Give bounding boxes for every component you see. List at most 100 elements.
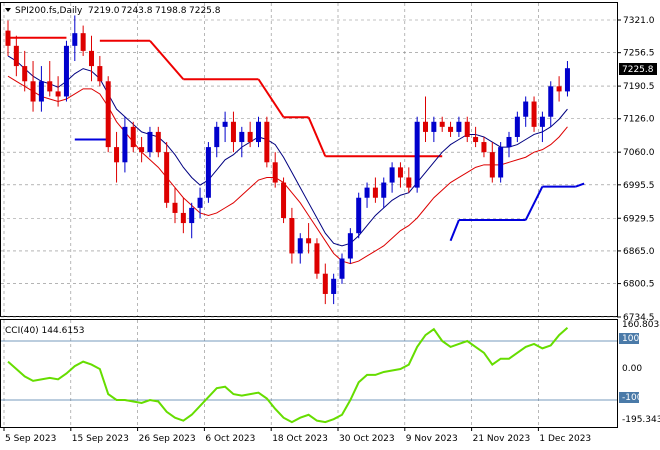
- candle-body: [531, 101, 537, 127]
- candle: [364, 182, 370, 208]
- candle: [72, 15, 78, 62]
- ma-slow-line: [7, 75, 568, 265]
- candle: [448, 121, 454, 137]
- date-label: 21 Nov 2023: [473, 434, 531, 444]
- candle: [55, 76, 61, 107]
- candle-body: [306, 238, 312, 244]
- cci-pane[interactable]: [0, 319, 618, 428]
- candle-body: [5, 30, 11, 46]
- candle: [197, 187, 203, 218]
- candle-body: [514, 116, 520, 137]
- candle-body: [464, 121, 470, 137]
- candle-body: [264, 121, 270, 163]
- price-label: 6734.5: [623, 313, 655, 323]
- candle-body: [414, 121, 420, 188]
- candle-body: [222, 121, 228, 127]
- price-label: 7060.0: [623, 148, 655, 158]
- candle-body: [130, 126, 136, 148]
- price-label: 6929.5: [623, 214, 655, 224]
- candle: [256, 116, 261, 148]
- candle: [189, 202, 195, 239]
- candle-body: [147, 131, 153, 153]
- date-label: 6 Oct 2023: [205, 434, 255, 444]
- candle: [564, 61, 570, 97]
- cci-level-tag: [619, 333, 639, 344]
- candle-body: [347, 233, 353, 259]
- candle: [205, 142, 211, 203]
- support-segment: [524, 186, 544, 221]
- candle-body: [155, 131, 161, 153]
- candle: [180, 197, 186, 234]
- candle: [347, 228, 353, 264]
- candle-body: [397, 167, 403, 178]
- date-label: 18 Oct 2023: [272, 434, 328, 444]
- date-label: 5 Sep 2023: [5, 434, 56, 444]
- candle: [214, 121, 220, 158]
- candle: [264, 116, 270, 168]
- price-label: 6800.5: [623, 280, 655, 290]
- date-axis: 5 Sep 2023 15 Sep 2023 26 Sep 2023 6 Oct 20…: [3, 427, 591, 444]
- candle-body: [114, 147, 120, 163]
- candle-body: [205, 147, 211, 198]
- candle-body: [389, 167, 395, 183]
- candle: [464, 116, 470, 143]
- candle: [30, 61, 36, 112]
- candle: [414, 116, 420, 193]
- candle-body: [172, 202, 178, 213]
- candle: [473, 126, 479, 148]
- symbol-label: SPI200.fs,Daily: [15, 6, 83, 16]
- candle: [423, 96, 428, 143]
- candle-body: [322, 273, 328, 294]
- date-label: 9 Nov 2023: [406, 434, 458, 444]
- candle: [5, 20, 11, 56]
- cci-level-tag: [619, 392, 639, 403]
- candle-body: [30, 81, 36, 102]
- candle-body: [63, 45, 69, 97]
- candle-body: [239, 131, 245, 143]
- candle-body: [247, 131, 253, 143]
- candle: [22, 50, 28, 92]
- date-label: 1 Dec 2023: [539, 434, 591, 444]
- candle: [239, 126, 245, 158]
- candle: [114, 131, 120, 183]
- candle: [89, 35, 94, 82]
- candle-body: [331, 278, 337, 294]
- candle-body: [22, 66, 28, 82]
- trailing-stop-lines: [8, 36, 443, 158]
- candle: [481, 136, 487, 158]
- candle-body: [47, 81, 53, 92]
- candle: [389, 162, 395, 193]
- candle: [356, 192, 362, 239]
- candle-body: [38, 81, 44, 102]
- candle-body: [556, 86, 562, 92]
- candle: [155, 126, 161, 158]
- ohlc-open: 7219.0: [88, 6, 120, 16]
- candle-body: [423, 121, 428, 132]
- candlesticks[interactable]: [5, 15, 570, 305]
- date-label: 15 Sep 2023: [72, 434, 129, 444]
- collapse-arrow-icon[interactable]: [5, 8, 11, 12]
- candle-body: [506, 136, 512, 148]
- current-price-tag: [619, 63, 657, 75]
- candle: [322, 263, 328, 305]
- candle: [406, 167, 412, 193]
- candle-body: [89, 50, 94, 67]
- cci-axis-label: 160.8038: [622, 320, 660, 330]
- candle: [13, 35, 19, 77]
- candle-body: [214, 126, 220, 148]
- price-pane[interactable]: [0, 2, 618, 317]
- candle-body: [281, 182, 287, 218]
- current-price-value: 7225.8: [622, 65, 654, 75]
- candle-body: [230, 121, 236, 143]
- candle-body: [473, 136, 479, 143]
- candle: [289, 207, 295, 264]
- candle: [314, 238, 320, 279]
- candle: [339, 253, 345, 284]
- candle-body: [97, 66, 103, 82]
- date-label: 26 Sep 2023: [139, 434, 196, 444]
- price-label: 7126.0: [623, 115, 655, 125]
- cci-axis-label: -195.343: [622, 415, 660, 425]
- candle: [38, 66, 44, 112]
- support-segment: [575, 182, 585, 188]
